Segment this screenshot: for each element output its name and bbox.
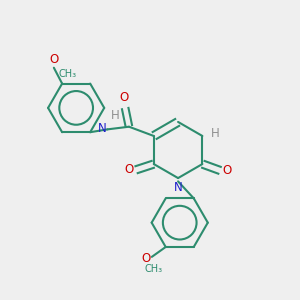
Text: O: O bbox=[119, 91, 128, 104]
Text: N: N bbox=[174, 181, 183, 194]
Text: H: H bbox=[211, 127, 219, 140]
Text: O: O bbox=[223, 164, 232, 177]
Text: CH₃: CH₃ bbox=[144, 264, 163, 274]
Text: H: H bbox=[111, 109, 120, 122]
Text: N: N bbox=[98, 122, 106, 135]
Text: O: O bbox=[125, 164, 134, 176]
Text: O: O bbox=[141, 252, 150, 265]
Text: CH₃: CH₃ bbox=[58, 69, 76, 80]
Text: O: O bbox=[50, 53, 59, 66]
